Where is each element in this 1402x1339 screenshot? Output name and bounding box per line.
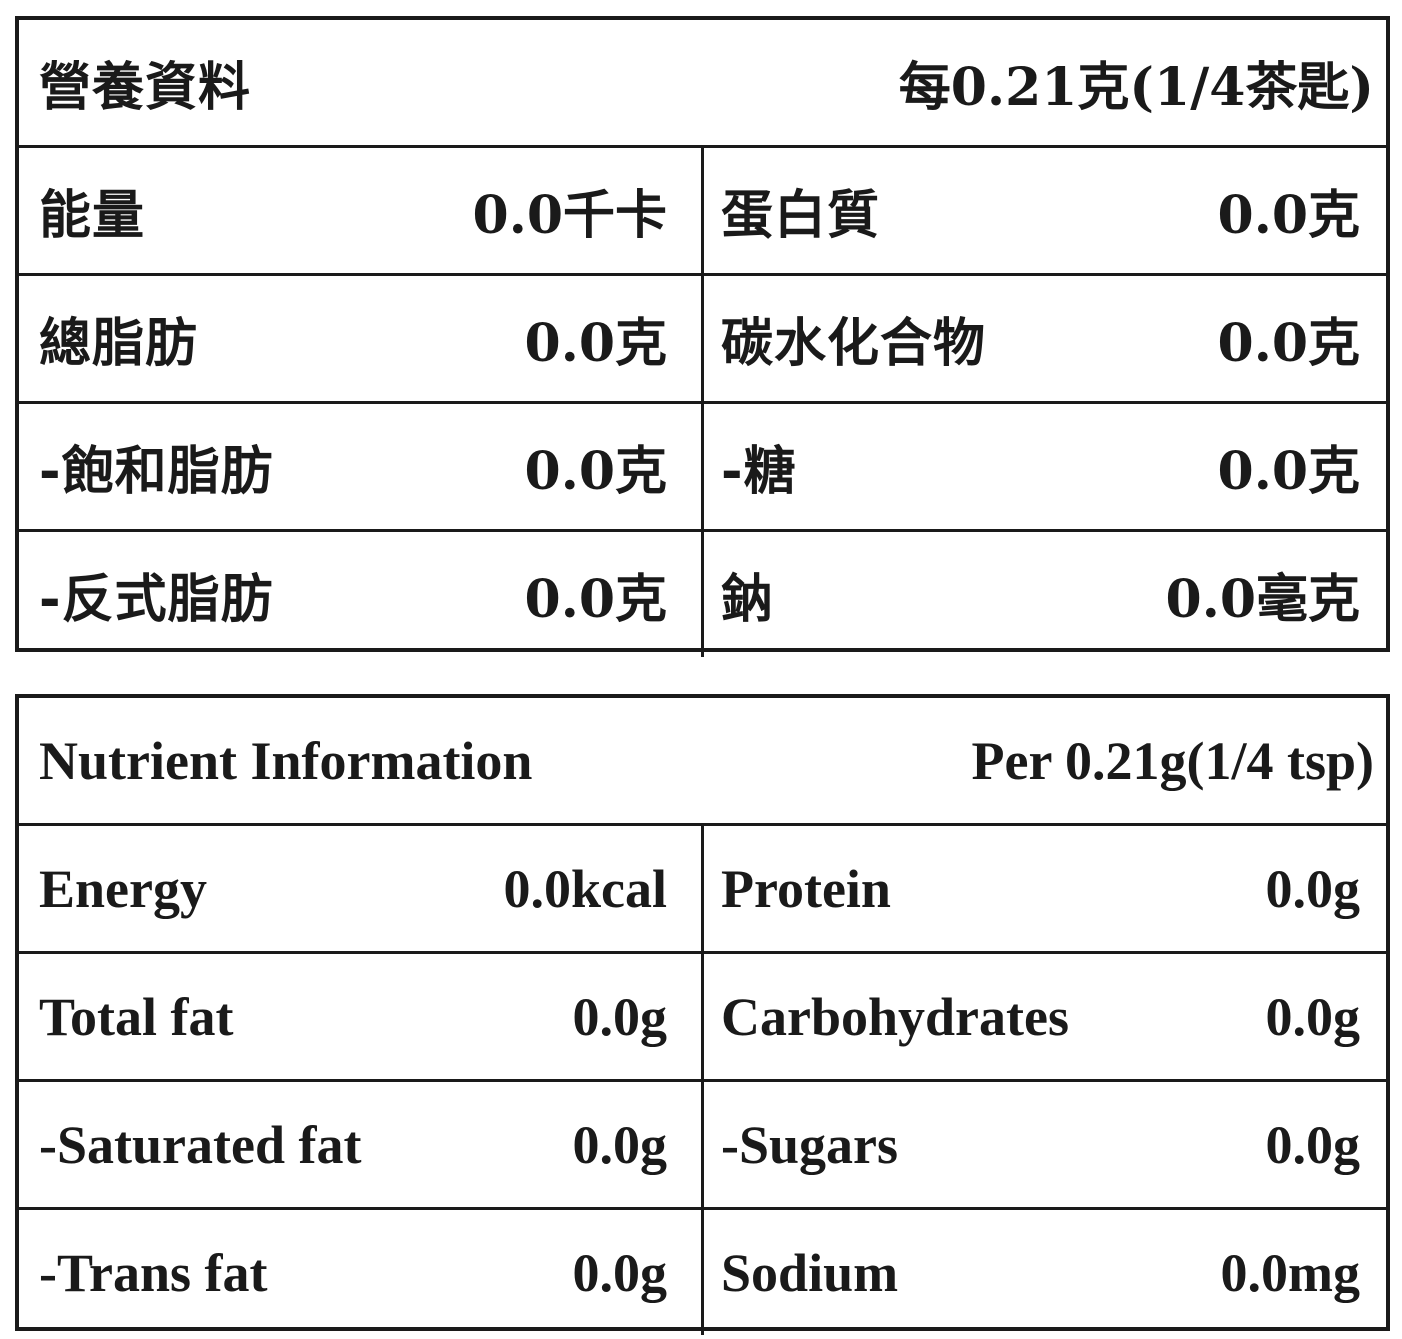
nutrient-value: 0.0克 bbox=[1217, 185, 1360, 246]
serving-size: Per 0.21g(1/4 tsp) bbox=[971, 730, 1374, 791]
nutrient-value: 0.0克 bbox=[524, 569, 667, 630]
serving-size: 每0.21克(1/4茶匙) bbox=[898, 57, 1374, 118]
nutrient-cell-total-fat: 總脂肪 0.0克 bbox=[19, 273, 704, 404]
nutrient-row: -Saturated fat 0.0g -Sugars 0.0g bbox=[19, 1079, 1386, 1210]
nutrient-label: -糖 bbox=[721, 442, 797, 502]
header-row: Nutrient Information Per 0.21g(1/4 tsp) bbox=[19, 698, 1386, 826]
nutrient-row: -Trans fat 0.0g Sodium 0.0mg bbox=[19, 1207, 1386, 1335]
nutrient-value: 0.0g bbox=[1265, 858, 1361, 919]
nutrient-row: Energy 0.0kcal Protein 0.0g bbox=[19, 823, 1386, 954]
nutrient-label: -Sugars bbox=[721, 1114, 899, 1175]
nutrient-value: 0.0g bbox=[572, 1242, 668, 1303]
nutrient-value: 0.0g bbox=[1265, 1114, 1361, 1175]
nutrient-label: 蛋白質 bbox=[721, 186, 881, 246]
nutrient-cell-saturated-fat: -Saturated fat 0.0g bbox=[19, 1079, 704, 1210]
nutrient-cell-energy: 能量 0.0千卡 bbox=[19, 145, 704, 276]
nutrient-label: Protein bbox=[721, 858, 891, 919]
nutrient-value: 0.0克 bbox=[1217, 313, 1360, 374]
nutrient-cell-energy: Energy 0.0kcal bbox=[19, 823, 704, 954]
nutrient-row: -飽和脂肪 0.0克 -糖 0.0克 bbox=[19, 401, 1386, 532]
nutrient-value: 0.0mg bbox=[1220, 1242, 1360, 1303]
nutrient-cell-protein: 蛋白質 0.0克 bbox=[701, 145, 1386, 276]
nutrient-cell-protein: Protein 0.0g bbox=[701, 823, 1386, 954]
nutrient-value: 0.0千卡 bbox=[472, 185, 667, 246]
nutrient-cell-saturated-fat: -飽和脂肪 0.0克 bbox=[19, 401, 704, 532]
nutrient-row: Total fat 0.0g Carbohydrates 0.0g bbox=[19, 951, 1386, 1082]
nutrient-cell-sodium: 鈉 0.0毫克 bbox=[701, 529, 1386, 657]
nutrient-value: 0.0g bbox=[572, 986, 668, 1047]
nutrient-label: 能量 bbox=[39, 186, 146, 246]
nutrient-label: 鈉 bbox=[721, 570, 775, 630]
nutrient-label: -反式脂肪 bbox=[39, 570, 274, 630]
nutrient-value: 0.0g bbox=[572, 1114, 668, 1175]
nutrient-cell-carbohydrates: 碳水化合物 0.0克 bbox=[701, 273, 1386, 404]
nutrient-label: Energy bbox=[39, 858, 207, 919]
nutrient-cell-trans-fat: -反式脂肪 0.0克 bbox=[19, 529, 704, 657]
nutrient-value: 0.0kcal bbox=[503, 858, 667, 919]
nutrition-grid-chinese: 營養資料 每0.21克(1/4茶匙) 能量 0.0千卡 蛋白質 0.0克 總脂肪… bbox=[19, 20, 1386, 657]
nutrient-label: -飽和脂肪 bbox=[39, 442, 274, 502]
nutrient-value: 0.0克 bbox=[524, 441, 667, 502]
nutrient-row: 總脂肪 0.0克 碳水化合物 0.0克 bbox=[19, 273, 1386, 404]
header-cell: 營養資料 每0.21克(1/4茶匙) bbox=[19, 20, 1386, 148]
nutrient-row: 能量 0.0千卡 蛋白質 0.0克 bbox=[19, 145, 1386, 276]
nutrient-label: Carbohydrates bbox=[721, 986, 1069, 1047]
nutrient-row: -反式脂肪 0.0克 鈉 0.0毫克 bbox=[19, 529, 1386, 657]
nutrient-label: 碳水化合物 bbox=[721, 314, 987, 374]
nutrient-cell-trans-fat: -Trans fat 0.0g bbox=[19, 1207, 704, 1335]
nutrient-cell-carbohydrates: Carbohydrates 0.0g bbox=[701, 951, 1386, 1082]
nutrient-label: Sodium bbox=[721, 1242, 899, 1303]
nutrient-label: -Saturated fat bbox=[39, 1114, 362, 1175]
nutrient-value: 0.0毫克 bbox=[1165, 569, 1360, 630]
nutrient-value: 0.0克 bbox=[524, 313, 667, 374]
header-row: 營養資料 每0.21克(1/4茶匙) bbox=[19, 20, 1386, 148]
nutrient-label: -Trans fat bbox=[39, 1242, 268, 1303]
nutrient-cell-total-fat: Total fat 0.0g bbox=[19, 951, 704, 1082]
nutrient-cell-sugars: -Sugars 0.0g bbox=[701, 1079, 1386, 1210]
nutrition-table-chinese: 營養資料 每0.21克(1/4茶匙) 能量 0.0千卡 蛋白質 0.0克 總脂肪… bbox=[15, 16, 1390, 657]
table-title: Nutrient Information bbox=[39, 730, 533, 791]
nutrition-grid-english: Nutrient Information Per 0.21g(1/4 tsp) … bbox=[19, 698, 1386, 1335]
nutrition-table-english: Nutrient Information Per 0.21g(1/4 tsp) … bbox=[15, 694, 1390, 1335]
header-cell: Nutrient Information Per 0.21g(1/4 tsp) bbox=[19, 698, 1386, 826]
nutrient-label: Total fat bbox=[39, 986, 234, 1047]
nutrient-value: 0.0克 bbox=[1217, 441, 1360, 502]
nutrient-cell-sodium: Sodium 0.0mg bbox=[701, 1207, 1386, 1335]
nutrient-value: 0.0g bbox=[1265, 986, 1361, 1047]
nutrient-cell-sugars: -糖 0.0克 bbox=[701, 401, 1386, 532]
nutrient-label: 總脂肪 bbox=[39, 314, 199, 374]
table-title: 營養資料 bbox=[39, 58, 252, 118]
